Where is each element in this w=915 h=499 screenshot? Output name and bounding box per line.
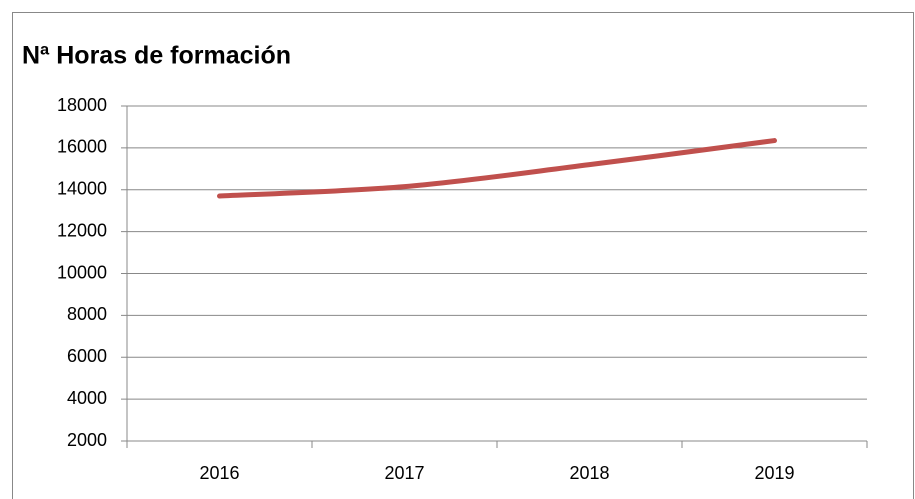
chart-border	[12, 12, 914, 499]
y-tick-label: 10000	[57, 262, 107, 282]
line-series	[217, 138, 777, 199]
x-tick-label: 2017	[384, 463, 424, 483]
y-tick-label: 6000	[67, 346, 107, 366]
y-tick-label: 12000	[57, 220, 107, 240]
y-tick-label: 16000	[57, 137, 107, 157]
y-tick-label: 2000	[67, 430, 107, 450]
chart-title: Nª Horas de formación	[22, 42, 291, 70]
x-tick-label: 2019	[754, 463, 794, 483]
y-tick-label: 8000	[67, 304, 107, 324]
x-tick-label: 2018	[569, 463, 609, 483]
y-tick-label: 18000	[57, 95, 107, 115]
x-tick-label: 2016	[199, 463, 239, 483]
y-tick-label: 4000	[67, 388, 107, 408]
y-tick-label: 14000	[57, 179, 107, 199]
